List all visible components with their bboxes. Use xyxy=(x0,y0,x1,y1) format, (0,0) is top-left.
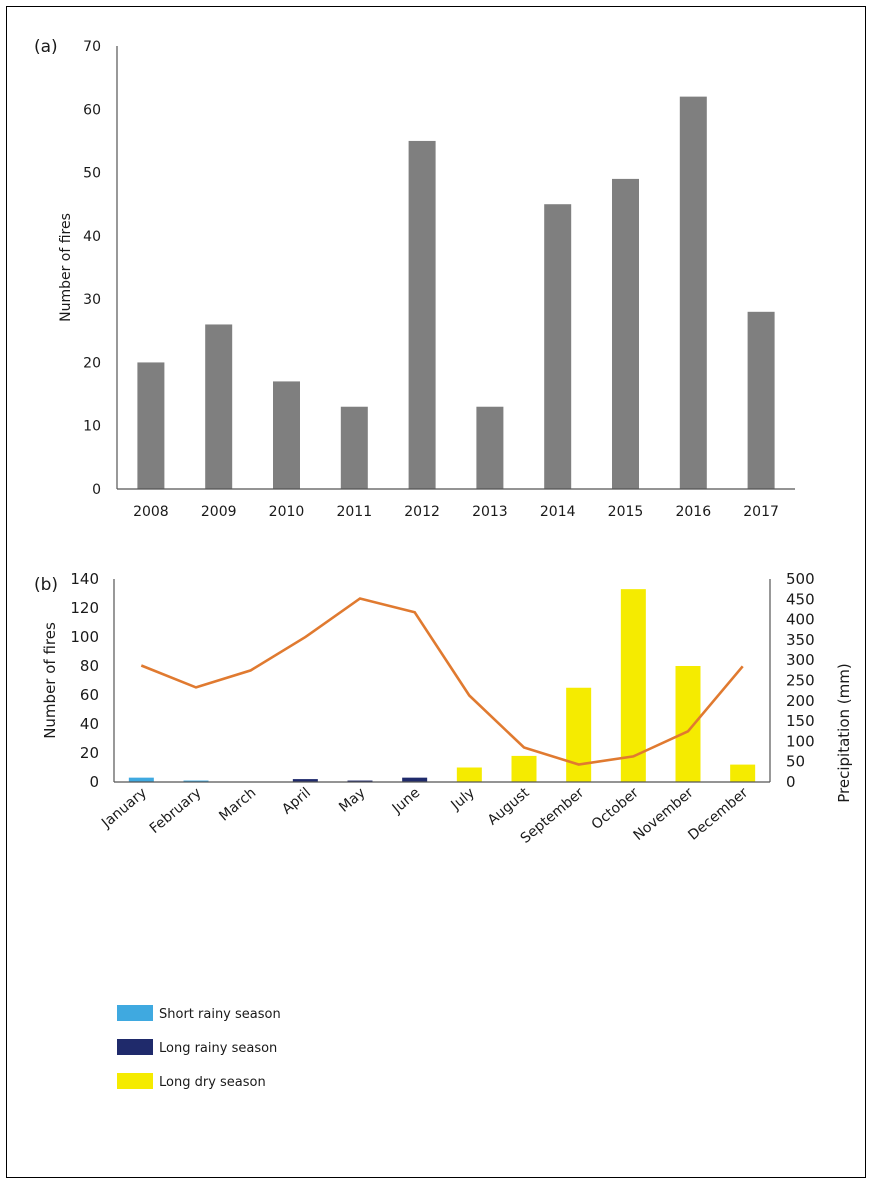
panel-b-bar xyxy=(128,777,154,782)
panel-b-x-tick-label: January xyxy=(98,785,150,832)
panel-a-y-tick-label: 0 xyxy=(92,482,101,498)
legend-label-dry: Long dry season xyxy=(159,1075,266,1090)
panel-a-x-tick-label: 2011 xyxy=(336,504,372,520)
legend-swatch-dry xyxy=(117,1073,153,1089)
panel-a-bar xyxy=(137,362,165,489)
panel-b-x-tick-label: March xyxy=(216,785,259,825)
panel-a-x-ticks: 2008 2009 2010 2011 2012 2013 2014 2015 2016 2017 xyxy=(133,504,779,520)
panel-b-y-tick-label: 20 xyxy=(80,744,99,762)
panel-b-y-tick-label-right: 500 xyxy=(786,570,815,588)
panel-b-bars xyxy=(128,589,756,782)
legend-swatch-short xyxy=(117,1005,153,1021)
panel-b-y-tick-label: 0 xyxy=(89,773,99,791)
panel-a-bar xyxy=(679,96,707,489)
panel-b-y-axis-label-left: Number of fires xyxy=(41,622,59,739)
panel-b-y-tick-label: 120 xyxy=(70,599,99,617)
panel-a-y-tick-label: 70 xyxy=(83,39,101,55)
precipitation-line xyxy=(140,597,744,766)
panel-a-x-tick-label: 2010 xyxy=(269,504,305,520)
panel-a-x-tick-label: 2014 xyxy=(540,504,576,520)
panel-a-x-tick-label: 2009 xyxy=(201,504,237,520)
panel-a-y-tick-label: 40 xyxy=(83,229,101,245)
panel-a-bar xyxy=(747,311,775,489)
panel-b-y-tick-label: 100 xyxy=(70,628,99,646)
panel-b-bar xyxy=(511,755,537,782)
legend-swatch-long_rainy xyxy=(117,1039,153,1055)
figure-frame xyxy=(6,6,866,1178)
panel-a-x-tick-label: 2012 xyxy=(404,504,440,520)
panel-a-bar xyxy=(273,381,300,489)
panel-a-x-tick-label: 2016 xyxy=(675,504,711,520)
legend: Short rainy season Long rainy season Long … xyxy=(117,1005,281,1090)
panel-b-x-tick-label: April xyxy=(279,785,314,818)
panel-a-bar xyxy=(612,178,639,489)
panel-a-bar xyxy=(205,324,233,489)
panel-b-y-tick-label-right: 0 xyxy=(786,773,796,791)
panel-a-x-tick-label: 2017 xyxy=(743,504,779,520)
panel-b-y-tick-label-right: 400 xyxy=(786,611,815,629)
panel-a: (a) Number of fires 0 10 20 30 40 50 60 70 2008… xyxy=(34,37,795,520)
panel-a-bar xyxy=(476,406,504,489)
panel-b-y-tick-label: 80 xyxy=(80,657,99,675)
panel-b-bar xyxy=(402,777,428,782)
panel-a-y-tick-label: 60 xyxy=(83,102,101,118)
panel-b-x-tick-label: August xyxy=(485,784,533,828)
panel-a-bar xyxy=(408,140,436,489)
panel-b-x-tick-label: February xyxy=(147,785,205,837)
panel-a-x-tick-label: 2015 xyxy=(608,504,644,520)
panel-a-y-tick-label: 30 xyxy=(83,292,101,308)
panel-b-x-tick-label: October xyxy=(589,785,642,833)
panel-b-bar xyxy=(566,687,592,782)
panel-b-x-tick-label: November xyxy=(630,785,696,844)
panel-a-bar xyxy=(340,406,368,489)
panel-b-bar xyxy=(730,764,756,782)
panel-b-y-ticks-right: 0 50 100 150 200 250 300 350 400 450 500 xyxy=(786,570,815,791)
panel-a-y-ticks: 0 10 20 30 40 50 60 70 xyxy=(83,39,101,498)
panel-b-y-tick-label-right: 450 xyxy=(786,590,815,608)
panel-b-bar xyxy=(456,767,482,782)
panel-a-label: (a) xyxy=(34,37,58,57)
panel-b: (b) Number of fires Precipitation (mm) 0… xyxy=(34,570,853,1090)
panel-a-x-tick-label: 2008 xyxy=(133,504,169,520)
panel-b-bar xyxy=(347,780,373,782)
panel-b-y-tick-label-right: 250 xyxy=(786,672,815,690)
panel-b-y-tick-label: 40 xyxy=(80,715,99,733)
legend-label-long_rainy: Long rainy season xyxy=(159,1041,277,1056)
panel-a-y-tick-label: 10 xyxy=(83,419,101,435)
panel-b-y-tick-label: 140 xyxy=(70,570,99,588)
panel-a-bar xyxy=(544,204,572,489)
panel-b-x-tick-label: July xyxy=(448,785,478,814)
panel-b-y-axis-label-right: Precipitation (mm) xyxy=(835,663,853,802)
panel-b-y-ticks-left: 0 20 40 60 80 100 120 140 xyxy=(70,570,99,791)
panel-a-x-tick-label: 2013 xyxy=(472,504,508,520)
panel-b-x-tick-label: December xyxy=(685,785,751,844)
panel-b-x-tick-label: May xyxy=(336,785,368,816)
panel-b-y-tick-label-right: 150 xyxy=(786,712,815,730)
panel-b-y-tick-label-right: 50 xyxy=(786,753,805,771)
panel-b-bar xyxy=(183,780,209,782)
panel-b-label: (b) xyxy=(34,575,58,595)
panel-b-bar xyxy=(620,589,646,782)
panel-b-bar xyxy=(292,779,318,782)
panel-a-y-tick-label: 50 xyxy=(83,166,101,182)
panel-b-y-tick-label-right: 350 xyxy=(786,631,815,649)
panel-a-bars xyxy=(137,96,775,489)
panel-b-y-tick-label-right: 100 xyxy=(786,732,815,750)
panel-b-bar xyxy=(675,666,701,782)
panel-a-y-axis-label: Number of fires xyxy=(58,213,74,322)
legend-label-short: Short rainy season xyxy=(159,1007,281,1022)
panel-b-x-tick-label: June xyxy=(389,785,423,818)
panel-b-y-tick-label: 60 xyxy=(80,686,99,704)
panel-b-y-tick-label-right: 200 xyxy=(786,692,815,710)
panel-a-y-tick-label: 20 xyxy=(83,355,101,371)
panel-b-y-tick-label-right: 300 xyxy=(786,651,815,669)
